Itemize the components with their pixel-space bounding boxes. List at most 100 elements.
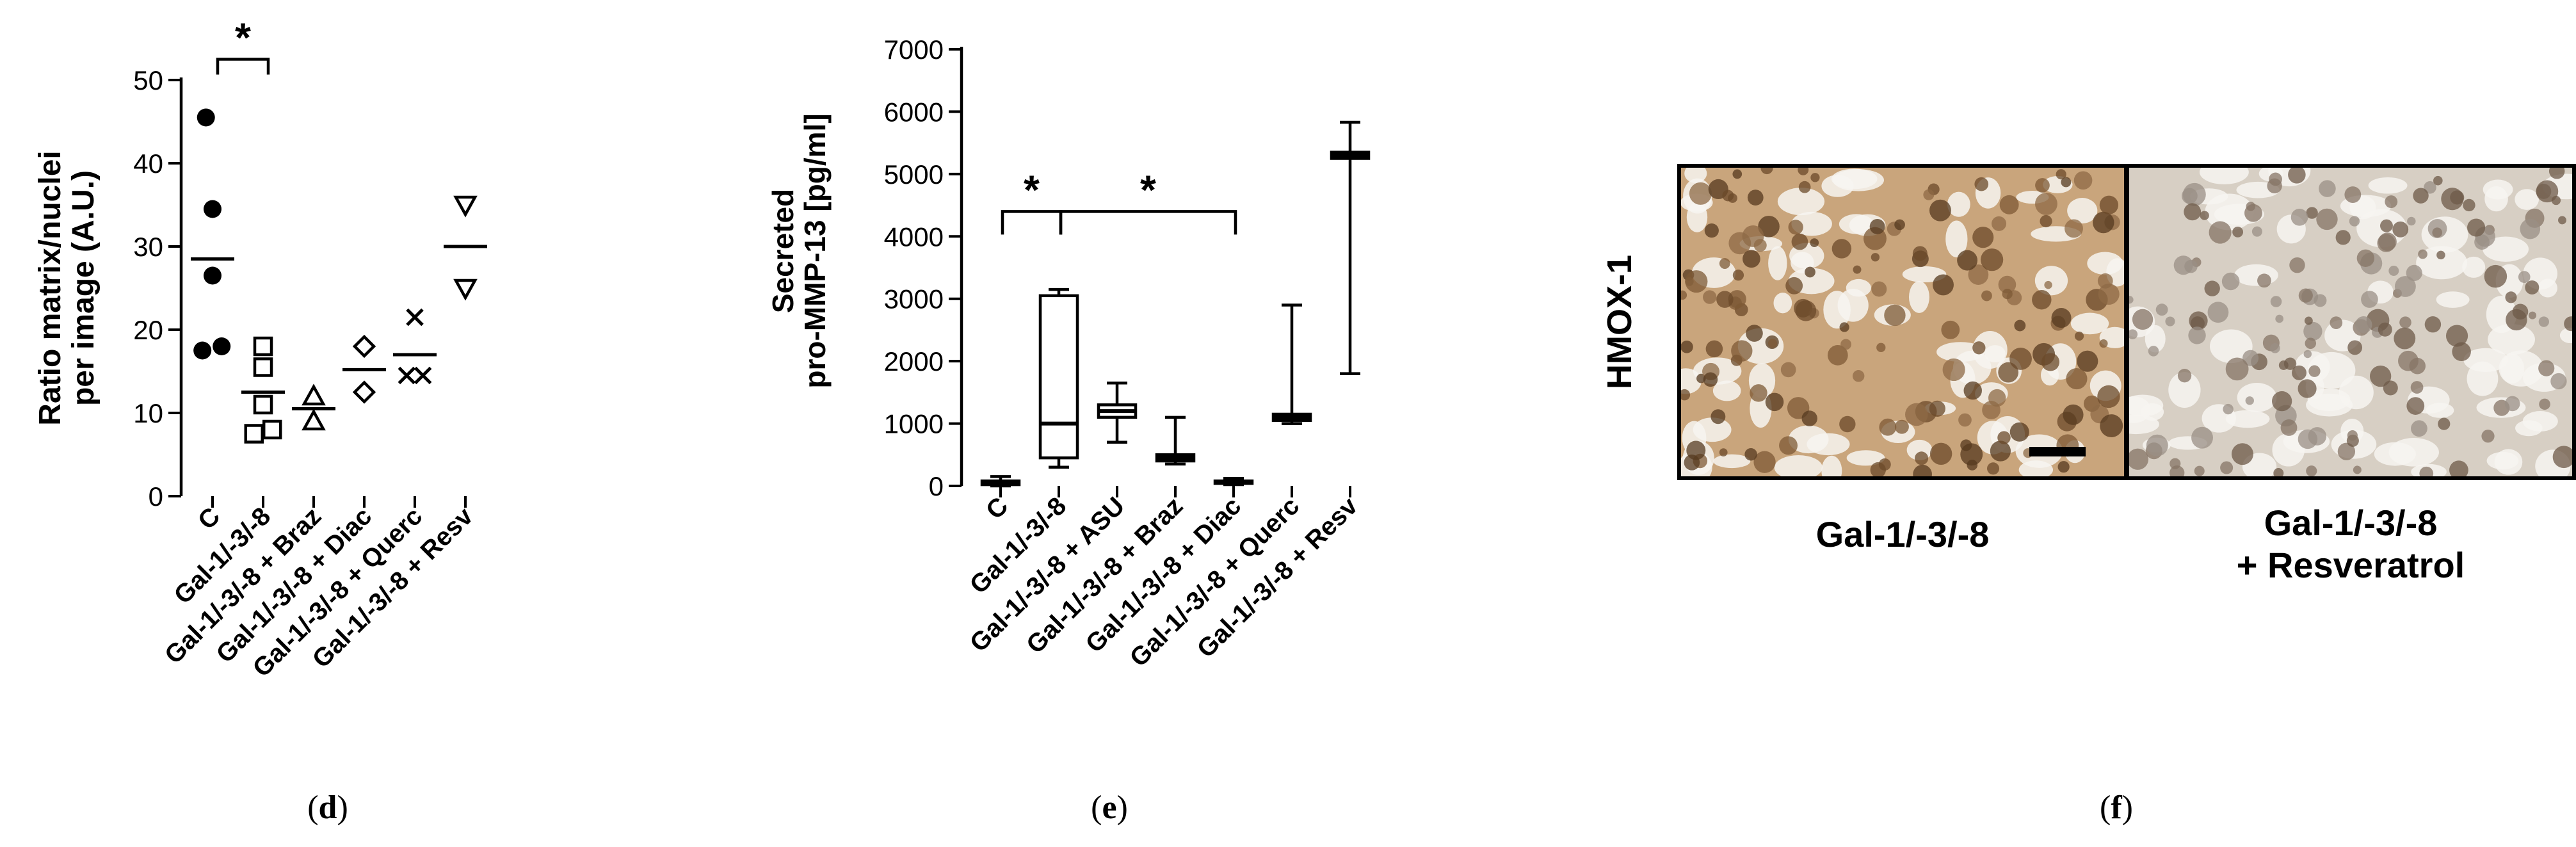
y-tick-label: 0 [149, 481, 163, 512]
cell-nucleus [2392, 221, 2409, 238]
cell-nucleus [2314, 294, 2327, 307]
cell-nucleus [2304, 316, 2313, 325]
y-tick-label: 30 [133, 232, 163, 262]
micrograph-gal-treated [1677, 164, 2128, 480]
vacuole [2426, 403, 2454, 418]
cell-nucleus [2129, 448, 2149, 470]
cell-nucleus [1997, 431, 2011, 444]
cell-nucleus [2194, 465, 2205, 476]
cell-nucleus [1905, 403, 1928, 426]
cell-nucleus [1788, 220, 1803, 235]
cell-nucleus [1785, 277, 1803, 294]
cell-nucleus [2419, 466, 2434, 476]
cell-nucleus [2051, 308, 2072, 328]
cell-nucleus [2520, 218, 2541, 239]
vacuole [2225, 410, 2270, 428]
cell-nucleus [2445, 325, 2468, 347]
cell-nucleus [1719, 448, 1728, 457]
panel-d-scatter-chart: 0 10 20 30 40 50 Ratio matrix/nuclei per image… [33, 15, 487, 826]
vacuole [1846, 450, 1885, 466]
cell-nucleus [2303, 321, 2322, 341]
cell-nucleus [2378, 322, 2392, 337]
significance-bracket [1059, 210, 1237, 235]
cell-nucleus [1839, 415, 1856, 433]
cell-nucleus [2014, 319, 2026, 332]
cell-nucleus [1923, 189, 1935, 200]
cell-nucleus [2244, 204, 2262, 222]
vacuole [1693, 417, 1732, 442]
cell-nucleus [1728, 290, 1746, 309]
cell-nucleus [2207, 302, 2229, 323]
cell-nucleus [2394, 327, 2416, 350]
vacuole [2034, 266, 2068, 296]
cell-nucleus [2518, 271, 2531, 284]
vacuole [2018, 460, 2053, 476]
cell-nucleus [2399, 316, 2411, 328]
cell-nucleus [1992, 216, 2007, 231]
cell-nucleus [1876, 343, 1886, 352]
cell-nucleus [2190, 316, 2205, 331]
vacuole [1846, 278, 1871, 297]
cell-nucleus [2525, 280, 2540, 294]
cell-nucleus [1795, 300, 1817, 321]
cell-nucleus [2273, 467, 2284, 476]
cell-nucleus [2204, 280, 2220, 296]
cell-nucleus [1827, 344, 1848, 366]
vacuole [1908, 281, 1929, 313]
cell-nucleus [1999, 195, 2019, 214]
cell-nucleus [2288, 168, 2306, 184]
cell-nucleus [1798, 181, 1811, 193]
y-tick-label: 2000 [884, 346, 944, 376]
data-point-x [414, 366, 432, 385]
panel-d-caption: (d) [307, 789, 348, 826]
cell-nucleus [2484, 264, 2508, 288]
panel-e-box-chart: 0 1000 2000 3000 4000 5000 6000 7000 Secretedpr… [766, 35, 1371, 826]
vacuole [1947, 191, 1970, 217]
cell-nucleus [2406, 264, 2422, 282]
cell-nucleus [1760, 168, 1773, 175]
cell-nucleus [2242, 350, 2259, 366]
cell-nucleus [2098, 283, 2120, 305]
y-axis-title-line: pro-MMP-13 [pg/ml] [798, 113, 832, 388]
data-point-square [244, 424, 264, 444]
cell-nucleus [1743, 250, 1760, 268]
cell-nucleus [2129, 329, 2138, 339]
cell-nucleus [1791, 233, 1808, 250]
cell-nucleus [1810, 238, 1819, 247]
cell-nucleus [2398, 350, 2419, 371]
cell-nucleus [2308, 365, 2321, 377]
box-plots [980, 120, 1371, 488]
cell-nucleus [1716, 291, 1734, 308]
vacuole [2209, 329, 2253, 364]
cell-nucleus [1704, 223, 1719, 238]
vacuole [2559, 327, 2572, 344]
cell-nucleus [2065, 219, 2083, 238]
cell-nucleus [2270, 343, 2280, 353]
cell-nucleus [2290, 208, 2308, 226]
vacuole [1777, 188, 1825, 216]
cell-nucleus [1929, 442, 1952, 465]
cell-nucleus [2097, 385, 2120, 408]
cell-nucleus [2155, 303, 2168, 316]
cell-nucleus [2512, 303, 2529, 320]
cell-nucleus [2538, 316, 2549, 327]
cell-nucleus [2148, 346, 2159, 357]
cell-nucleus [2347, 430, 2358, 441]
cell-nucleus [2099, 339, 2108, 348]
cell-nucleus [2388, 266, 2399, 276]
cell-nucleus [1685, 270, 1708, 293]
cell-nucleus [2432, 227, 2443, 238]
y-tick-label: 50 [133, 65, 163, 95]
vacuole [2368, 177, 2408, 194]
scale-bar [2029, 447, 2086, 456]
data-point-circle [204, 200, 221, 218]
cell-nucleus [1744, 448, 1757, 461]
vacuole [1945, 220, 1968, 257]
data-point-circle [204, 266, 221, 285]
vacuole [2515, 420, 2543, 437]
cell-nucleus [2061, 177, 2072, 188]
cell-nucleus [1719, 258, 1730, 269]
cell-nucleus [1780, 362, 1796, 378]
y-axis-title-line: per image (A.U.) [67, 170, 101, 406]
